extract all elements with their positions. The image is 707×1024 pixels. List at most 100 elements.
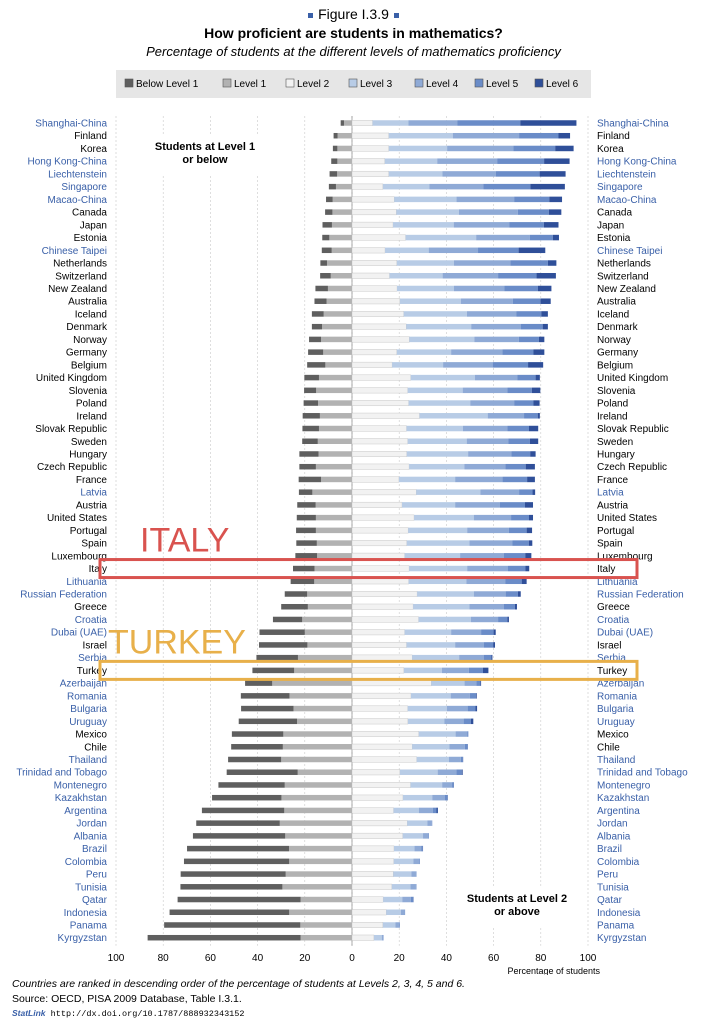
bar-segment-level-2 [351, 654, 413, 661]
bar-segment-level-3 [407, 387, 463, 394]
bar-segment-level-4 [487, 413, 525, 419]
bar-segment-level-5 [457, 120, 521, 126]
bar-segment-level-4 [451, 349, 503, 355]
bar-row [281, 603, 517, 610]
bar-segment-level-2 [351, 756, 417, 763]
bar-row [340, 120, 577, 126]
bar-segment-level-6 [480, 680, 482, 686]
statlink[interactable]: StatLink http://dx.doi.org/10.1787/88893… [12, 1008, 244, 1019]
country-label-right: Mexico [597, 730, 629, 741]
bar-segment-level-5 [503, 553, 526, 559]
bar-segment-below-level-1 [187, 845, 289, 852]
bar-segment-below-level-1 [332, 145, 338, 152]
bar-segment-level-6 [436, 807, 438, 814]
bar-segment-level-4 [453, 285, 505, 292]
bar-segment-level-2 [351, 896, 384, 903]
bar-row [307, 361, 544, 368]
country-label-left: Russian Federation [20, 590, 107, 601]
bar-segment-below-level-1 [298, 489, 313, 495]
bar-segment-level-2 [351, 832, 403, 839]
bar-row [256, 654, 493, 661]
country-label-left: Czech Republic [37, 462, 107, 473]
bar-segment-level-1 [315, 502, 352, 508]
bar-segment-level-3 [404, 553, 461, 559]
bar-segment-level-3 [398, 476, 456, 483]
country-label-left: Dubai (UAE) [51, 628, 107, 639]
bar-segment-level-4 [464, 463, 506, 470]
square-icon [308, 12, 314, 18]
bar-segment-below-level-1 [226, 769, 298, 775]
country-label-right: United States [597, 513, 657, 524]
bar-row [311, 323, 548, 330]
bar-segment-level-6 [529, 425, 539, 432]
bar-segment-level-4 [469, 540, 513, 546]
bar-segment-level-2 [351, 132, 390, 139]
bar-segment-level-6 [530, 451, 536, 457]
country-label-left: Kazakhstan [55, 793, 107, 804]
bar-row [192, 832, 429, 839]
bar-segment-below-level-1 [302, 425, 319, 432]
bar-segment-level-5 [467, 705, 476, 712]
bar-segment-level-5 [512, 298, 541, 304]
bar-row [241, 705, 478, 712]
bar-segment-level-4 [474, 336, 519, 343]
country-label-right: Panama [597, 920, 635, 931]
legend-item: Below Level 1 [124, 78, 199, 90]
bar-segment-level-5 [498, 273, 537, 279]
bar-segment-level-1 [316, 387, 352, 394]
bar-segment-level-3 [402, 502, 456, 508]
bar-segment-level-1 [281, 794, 352, 801]
bar-segment-level-4 [408, 120, 458, 126]
bar-segment-level-2 [351, 145, 390, 152]
country-label-left: Mexico [75, 730, 107, 741]
bar-segment-below-level-1 [302, 438, 318, 444]
bar-row [180, 883, 417, 890]
highlight-label: ITALY [140, 522, 229, 560]
bar-segment-level-4 [470, 616, 499, 623]
bar-segment-level-4 [462, 387, 508, 394]
bar-segment-level-3 [419, 413, 488, 419]
bar-segment-level-2 [351, 705, 408, 712]
bar-row [321, 247, 546, 254]
country-label-left: Uruguay [69, 717, 107, 728]
bar-segment-level-4 [441, 667, 469, 674]
bar-segment-level-1 [318, 451, 352, 457]
bar-segment-level-3 [382, 183, 430, 190]
bar-segment-level-5 [483, 183, 531, 190]
statlink-url[interactable]: http://dx.doi.org/10.1787/888932343152 [50, 1009, 245, 1019]
bar-row [322, 221, 559, 228]
bar-segment-level-2 [351, 298, 401, 305]
legend-label: Level 4 [426, 79, 459, 90]
bar-segment-level-3 [410, 782, 443, 788]
country-label-left: Denmark [66, 322, 108, 333]
bar-segment-below-level-1 [304, 374, 319, 381]
bar-segment-below-level-1 [303, 400, 319, 406]
bar-segment-level-5 [499, 502, 525, 508]
bar-segment-level-2 [351, 743, 413, 750]
bar-segment-level-1 [337, 145, 352, 152]
legend-swatch [534, 78, 544, 88]
country-label-right: Chinese Taipei [597, 246, 662, 257]
bar-segment-level-4 [480, 489, 520, 495]
bar-segment-level-4 [456, 196, 515, 203]
bar-row [259, 641, 496, 648]
bar-row [299, 451, 536, 457]
country-label-right: Colombia [597, 857, 640, 868]
bar-segment-level-3 [409, 463, 465, 470]
bar-segment-level-5 [514, 400, 534, 406]
bar-segment-level-6 [533, 349, 545, 355]
bar-segment-level-5 [517, 209, 549, 215]
legend-item: Level 2 [285, 78, 330, 90]
bar-segment-level-3 [408, 578, 467, 585]
x-tick-label: 100 [580, 953, 597, 964]
bar-segment-level-6 [547, 260, 557, 266]
country-label-left: Kyrgyzstan [58, 933, 107, 944]
bar-segment-below-level-1 [309, 336, 322, 343]
source-note: Source: OECD, PISA 2009 Database, Table … [12, 993, 242, 1005]
bar-segment-level-3 [408, 527, 468, 534]
bar-segment-level-1 [314, 565, 352, 572]
bar-segment-level-5 [518, 336, 539, 343]
bar-segment-below-level-1 [231, 731, 284, 737]
bar-segment-below-level-1 [245, 680, 273, 686]
country-label-right: Finland [597, 131, 630, 142]
